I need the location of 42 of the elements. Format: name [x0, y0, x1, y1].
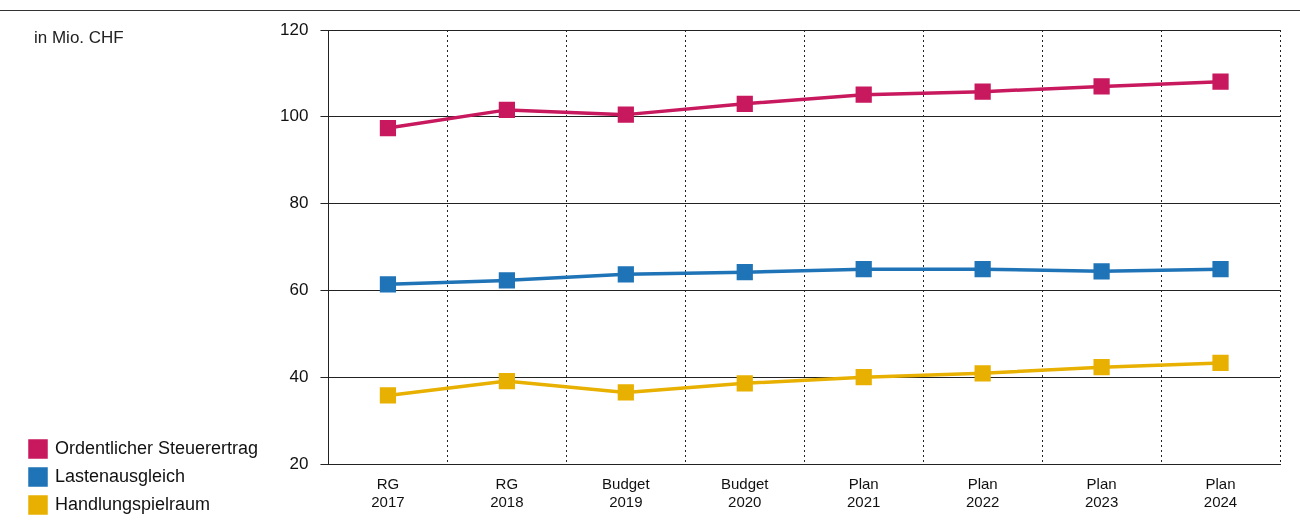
legend-label: Handlungspielraum	[55, 493, 211, 514]
point	[1093, 78, 1110, 95]
point	[617, 384, 634, 401]
text: in Mio. CHF	[34, 28, 124, 48]
x-tick-label: Budget 2019	[602, 475, 651, 511]
point	[498, 372, 515, 390]
point	[736, 264, 753, 281]
point	[974, 83, 991, 100]
point	[1212, 73, 1229, 90]
point	[1212, 354, 1229, 371]
point	[736, 375, 753, 392]
x-tick-label: RG 2018	[490, 475, 524, 511]
point	[974, 261, 991, 278]
x-tick-label: Plan 2022	[965, 475, 1000, 511]
legend-label: Ordentlicher Steuerertrag	[55, 437, 259, 458]
legend-label: Lastenausgleich	[55, 465, 186, 486]
point	[736, 95, 753, 112]
x-tick-label: Budget 2020	[720, 475, 770, 511]
point	[855, 261, 872, 278]
point	[617, 106, 634, 123]
point	[855, 86, 872, 103]
point	[1093, 263, 1110, 280]
point	[974, 365, 991, 382]
point	[379, 276, 397, 293]
point	[855, 369, 872, 386]
y-tick-label: 60	[289, 280, 309, 300]
point	[498, 101, 515, 118]
point	[498, 272, 515, 289]
x-tick-label: Plan 2024	[1203, 475, 1238, 511]
point	[617, 266, 634, 283]
point	[379, 387, 397, 404]
y-tick-label: 20	[289, 453, 309, 473]
y-tick-label: 80	[289, 193, 309, 213]
y-tick-label: 120	[280, 19, 309, 39]
x-tick-label: Plan 2021	[847, 475, 881, 511]
point	[379, 119, 397, 137]
point	[1212, 261, 1229, 278]
y-tick-label: 40	[289, 366, 309, 386]
y-tick-label: 100	[280, 106, 309, 126]
point	[1093, 359, 1110, 376]
x-tick-label: RG 2017	[371, 475, 405, 511]
x-tick-label: Plan 2023	[1084, 475, 1119, 511]
